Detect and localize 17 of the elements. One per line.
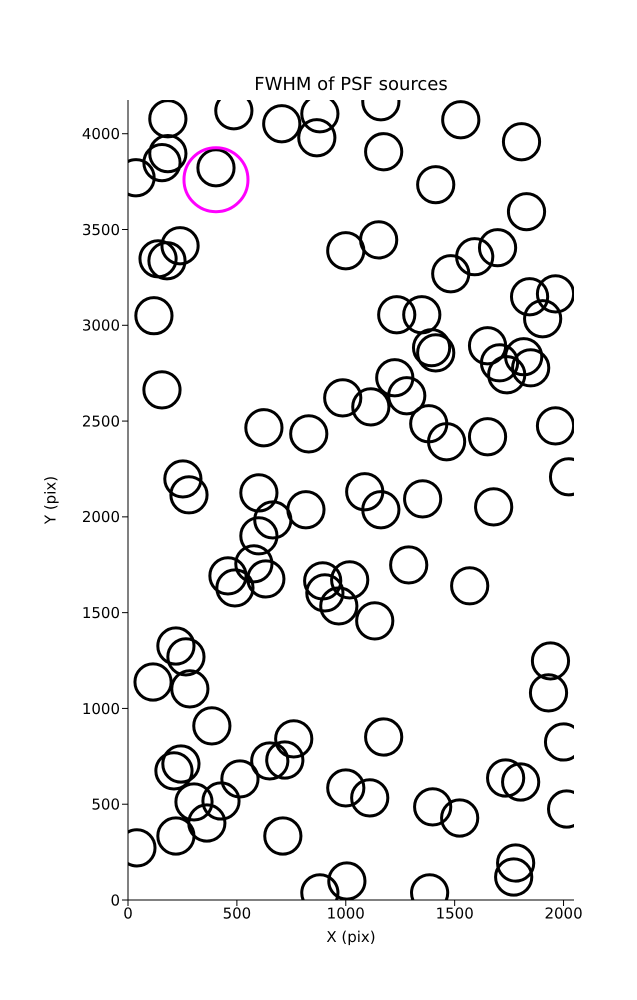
y-tick-label: 2500 bbox=[82, 412, 120, 430]
x-tick-label: 500 bbox=[222, 904, 252, 923]
x-axis-title: X (pix) bbox=[326, 928, 376, 946]
y-tick-label: 2000 bbox=[82, 508, 120, 526]
x-tick-label: 1000 bbox=[326, 904, 365, 923]
y-tick-label: 500 bbox=[91, 796, 120, 814]
x-tick-label: 2000 bbox=[544, 904, 583, 923]
x-tick-label: 0 bbox=[123, 904, 133, 923]
y-tick-label: 3500 bbox=[82, 220, 120, 239]
x-tick-label: 1500 bbox=[436, 904, 474, 923]
chart-title: FWHM of PSF sources bbox=[253, 74, 449, 95]
y-tick-label: 1000 bbox=[82, 700, 120, 718]
y-tick-label: 4000 bbox=[82, 125, 120, 144]
y-tick-label: 1500 bbox=[82, 604, 120, 622]
y-tick-label: 3000 bbox=[82, 316, 120, 335]
y-axis-title: Y (pix) bbox=[41, 476, 60, 526]
y-tick-label: 0 bbox=[110, 891, 120, 910]
